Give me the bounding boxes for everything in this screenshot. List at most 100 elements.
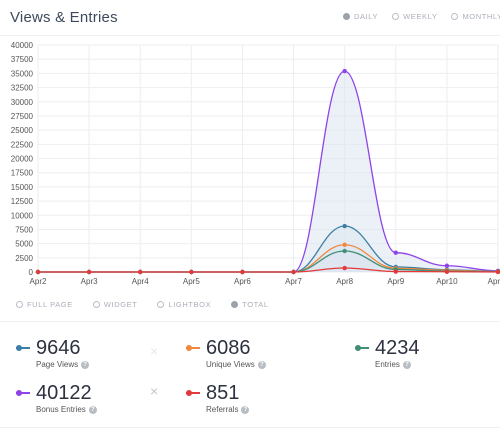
y-tick-label: 30000 [11, 98, 34, 107]
legend-dot-icon [186, 390, 192, 396]
stat-unique-views: 6086 Unique Views? [186, 338, 266, 369]
display-toggle: FULL PAGE WIDGET LIGHTBOX TOTAL [16, 300, 269, 309]
legend-line [16, 390, 30, 396]
stat-label: Page Views [36, 360, 79, 369]
data-point-referrals [495, 269, 500, 275]
stat-bonus-entries: 40122 Bonus Entries? [16, 383, 97, 414]
data-point-referrals [342, 265, 347, 271]
series-area-bonus [38, 71, 498, 272]
help-icon[interactable]: ? [88, 405, 97, 414]
period-option-label: MONTHLY [462, 12, 500, 21]
display-option-label: LIGHTBOX [168, 300, 212, 309]
data-point-entries [342, 248, 347, 254]
data-point-referrals [86, 269, 92, 275]
period-option-label: DAILY [354, 12, 379, 21]
display-option-widget[interactable]: WIDGET [92, 300, 138, 309]
y-tick-label: 27500 [11, 112, 34, 121]
card-header: Views & Entries DAILY WEEKLY MONTHLY [0, 0, 500, 36]
help-icon[interactable]: ? [257, 360, 266, 369]
legend-dot-icon [355, 345, 361, 351]
y-tick-label: 20000 [11, 155, 34, 164]
stats-panel: 9646 Page Views? × 6086 Unique Views? 42… [0, 322, 500, 435]
period-toggle: DAILY WEEKLY MONTHLY [343, 12, 500, 21]
data-point-referrals [393, 269, 398, 274]
data-point-bonus [444, 263, 450, 268]
y-tick-label: 12500 [11, 197, 34, 206]
stat-value: 851 [206, 382, 240, 404]
y-tick-label: 35000 [11, 69, 34, 78]
period-option-weekly[interactable]: WEEKLY [392, 12, 437, 21]
stat-label: Bonus Entries [36, 405, 86, 414]
stat-referrals: 851 Referrals? [186, 382, 250, 414]
stat-label: Referrals [206, 405, 239, 414]
y-tick-label: 22500 [11, 140, 34, 149]
radio-icon [451, 13, 459, 20]
legend-line [186, 390, 200, 396]
y-tick-label: 15000 [11, 183, 34, 192]
data-point-referrals [444, 269, 450, 274]
legend-dot-icon [186, 345, 192, 351]
stat-value: 9646 [36, 337, 81, 359]
y-tick-label: 2500 [15, 254, 33, 263]
bottom-divider [0, 427, 500, 428]
legend-line [186, 345, 200, 351]
stat-page-views: 9646 Page Views? [16, 337, 90, 369]
y-tick-label: 5000 [15, 240, 33, 249]
stat-value: 6086 [206, 337, 251, 359]
data-point-referrals [189, 269, 194, 275]
y-tick-label: 40000 [11, 41, 34, 50]
display-option-lightbox[interactable]: LIGHTBOX [157, 300, 211, 309]
data-point-referrals [35, 269, 41, 275]
radio-selected-icon [343, 13, 350, 20]
data-point-bonus [342, 68, 347, 74]
data-point-referrals [240, 269, 245, 275]
stat-value: 4234 [375, 337, 420, 359]
stat-value: 40122 [36, 382, 92, 404]
series-line-referrals [38, 267, 499, 273]
stat-label: Entries [375, 360, 400, 369]
legend-dot-icon [16, 345, 22, 351]
data-point-referrals [291, 269, 296, 275]
legend-line [355, 345, 369, 351]
x-tick-label: Apr10 [436, 277, 458, 286]
y-tick-label: 32500 [11, 84, 34, 93]
help-icon[interactable]: ? [241, 405, 250, 414]
chart-svg: 0 2500 5000 7500 10000 12500 15000 17500 20000 22… [11, 41, 500, 286]
x-tick-label: Apr7 [285, 277, 302, 286]
x-tick-label: Apr9 [387, 277, 404, 286]
data-point-referrals [138, 269, 143, 275]
separator-icon: × [150, 383, 159, 399]
x-tick-label: Apr2 [30, 277, 47, 286]
y-tick-label: 37500 [11, 55, 34, 64]
series-line-bonus [38, 70, 499, 273]
stat-entries: 4234 Entries? [355, 338, 420, 369]
x-tick-label: Apr8 [336, 277, 353, 286]
display-option-label: TOTAL [242, 300, 269, 309]
x-tick-label: Apr3 [81, 277, 98, 286]
period-option-label: WEEKLY [403, 12, 438, 21]
stat-label: Unique Views [206, 360, 255, 369]
separator-icon: × [150, 343, 159, 359]
x-tick-label: Apr11 [488, 277, 500, 286]
data-point-unique_views [342, 242, 347, 247]
views-entries-chart: 0 2500 5000 7500 10000 12500 15000 17500 20000 22… [0, 36, 500, 291]
radio-icon [16, 301, 23, 308]
divider [0, 321, 500, 322]
display-option-full-page[interactable]: FULL PAGE [16, 300, 73, 309]
radio-icon [157, 301, 165, 308]
y-tick-label: 7500 [15, 225, 33, 234]
legend-line [16, 345, 30, 351]
help-icon[interactable]: ? [81, 360, 90, 369]
y-tick-label: 25000 [11, 126, 34, 135]
radio-selected-icon [231, 301, 239, 308]
y-tick-label: 17500 [11, 169, 34, 178]
period-option-monthly[interactable]: MONTHLY [451, 12, 500, 21]
card-title: Views & Entries [10, 9, 118, 26]
display-option-total[interactable]: TOTAL [231, 300, 268, 309]
data-point-page_views [342, 223, 347, 229]
period-option-daily[interactable]: DAILY [343, 12, 378, 21]
display-option-label: FULL PAGE [27, 300, 73, 309]
help-icon[interactable]: ? [402, 360, 411, 369]
legend-dot-icon [16, 390, 22, 396]
